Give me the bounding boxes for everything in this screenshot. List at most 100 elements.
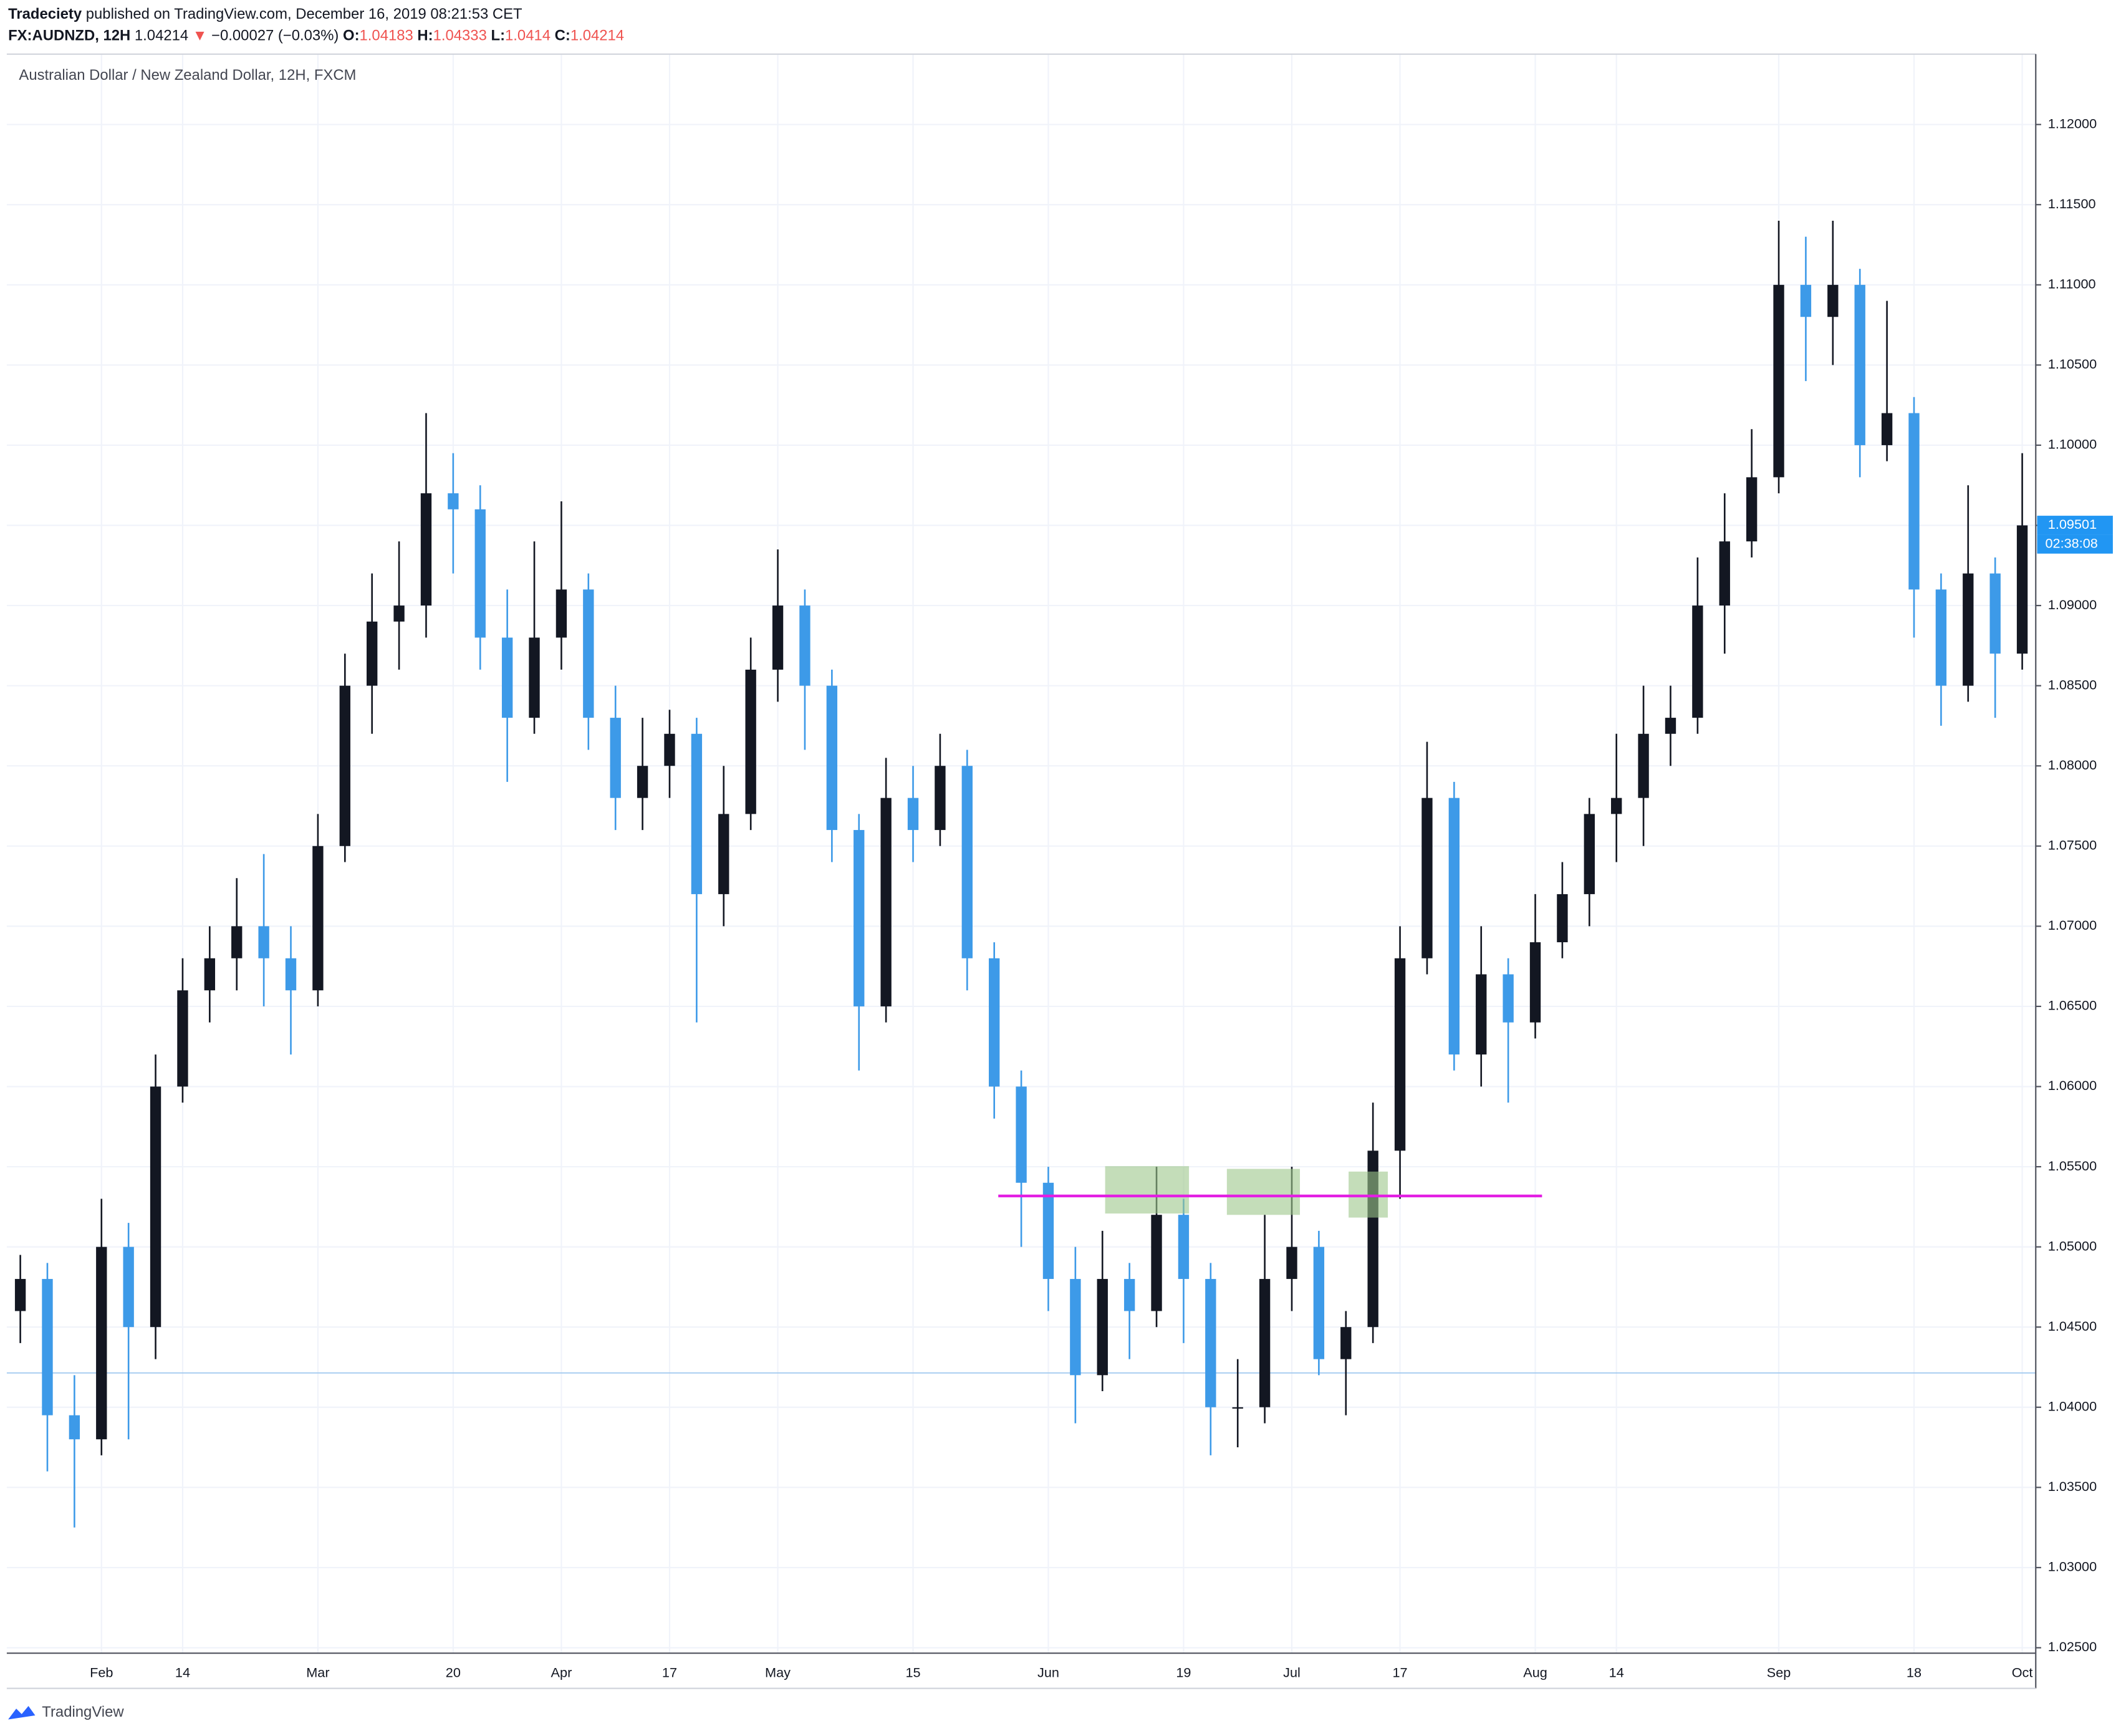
candle-body: [258, 926, 269, 958]
candle-body: [1070, 1279, 1081, 1376]
candle-body: [204, 958, 216, 991]
x-tick-label: 17: [1393, 1665, 1408, 1681]
candle-body: [1800, 284, 1812, 317]
candle-body: [1313, 1247, 1325, 1359]
candle-body: [1151, 1215, 1162, 1311]
candle-body: [1476, 974, 1487, 1055]
candle-body: [1854, 284, 1865, 445]
y-tick-label: 1.03000: [2048, 1559, 2097, 1574]
y-tick-label: 1.04500: [2048, 1318, 2097, 1334]
arrow: ▼: [193, 27, 208, 44]
candle-body: [2016, 525, 2028, 654]
candle-body: [1529, 942, 1541, 1023]
candle-body: [1421, 798, 1433, 958]
candle-body: [177, 990, 188, 1087]
candle-body: [718, 814, 729, 894]
candle-body: [1557, 894, 1568, 943]
y-tick-label: 1.12000: [2048, 115, 2097, 131]
candle-body: [1989, 573, 2001, 654]
candle-body: [664, 733, 675, 766]
x-tick-label: 18: [1907, 1665, 1921, 1681]
candle-body: [69, 1415, 80, 1440]
publish-line: Tradeciety published on TradingView.com,…: [8, 6, 522, 22]
published: published on TradingView.com, December 1…: [86, 6, 522, 22]
candle-body: [1097, 1279, 1108, 1376]
x-tick-label: Oct: [2012, 1665, 2033, 1681]
candle-body: [339, 685, 350, 846]
high: 1.04333: [433, 27, 487, 44]
open: 1.04183: [360, 27, 413, 44]
candle-body: [880, 798, 892, 1006]
candle-body: [123, 1247, 134, 1328]
x-tick-label: 14: [175, 1665, 190, 1681]
candle-body: [1123, 1279, 1135, 1311]
x-tick-label: Jun: [1037, 1665, 1059, 1681]
candle-body: [1394, 958, 1406, 1151]
x-tick-label: 15: [905, 1665, 920, 1681]
candle-body: [556, 589, 567, 638]
h-label: H:: [417, 27, 433, 44]
low: 1.0414: [505, 27, 551, 44]
candle-body: [1719, 541, 1730, 606]
zone-box: [1105, 1166, 1190, 1214]
price-tag-label: 1.09501: [2048, 516, 2097, 532]
candle-body: [583, 589, 594, 718]
candle-body: [691, 733, 703, 894]
candle-body: [772, 605, 784, 670]
candle-body: [231, 926, 243, 958]
candle-body: [989, 958, 1000, 1087]
candle-body: [854, 830, 865, 1006]
candle-body: [907, 798, 919, 831]
x-tick-label: 20: [446, 1665, 461, 1681]
o-label: O:: [343, 27, 360, 44]
candle-body: [1963, 573, 1974, 686]
x-tick-label: 14: [1609, 1665, 1624, 1681]
y-tick-label: 1.07000: [2048, 917, 2097, 933]
candle-body: [1503, 974, 1514, 1023]
countdown-label: 02:38:08: [2045, 535, 2097, 551]
candle-body: [799, 605, 810, 686]
candle-body: [1746, 477, 1758, 542]
y-tick-label: 1.10500: [2048, 356, 2097, 372]
candle-body: [1448, 798, 1460, 1055]
x-tick-label: 19: [1176, 1665, 1191, 1681]
change: −0.00027 (−0.03%): [211, 27, 339, 44]
candle-body: [1638, 733, 1649, 798]
candle-body: [1827, 284, 1839, 317]
x-tick-label: May: [765, 1665, 791, 1681]
candle-body: [745, 669, 756, 814]
candle-body: [637, 766, 648, 798]
candle-body: [1665, 718, 1676, 734]
y-tick-label: 1.10000: [2048, 436, 2097, 452]
c-label: C:: [555, 27, 570, 44]
y-tick-label: 1.11000: [2048, 276, 2096, 292]
y-tick-label: 1.05000: [2048, 1238, 2097, 1253]
candle-body: [1042, 1182, 1054, 1280]
candle-body: [826, 685, 838, 831]
y-tick-label: 1.09000: [2048, 597, 2097, 612]
logo-icon: [8, 1705, 36, 1720]
brand: TradingView: [42, 1704, 124, 1720]
candle-body: [935, 766, 946, 831]
candle-body: [961, 766, 973, 958]
countdown-tag: [2037, 534, 2113, 554]
y-tick-label: 1.04000: [2048, 1399, 2097, 1414]
symbol: FX:AUDNZD, 12H: [8, 27, 130, 44]
candle-body: [285, 958, 297, 991]
publisher: Tradeciety: [8, 6, 82, 22]
logo: [8, 1705, 36, 1720]
ohlc-line: FX:AUDNZD, 12H 1.04214 ▼ −0.00027 (−0.03…: [8, 27, 624, 44]
candle-body: [1340, 1327, 1352, 1359]
candle-body: [1259, 1279, 1271, 1407]
candle-body: [393, 605, 405, 622]
candle-body: [501, 637, 513, 718]
x-tick-label: Mar: [306, 1665, 329, 1681]
x-tick-label: 17: [662, 1665, 677, 1681]
candle-body: [1232, 1407, 1243, 1409]
candle-body: [1178, 1215, 1190, 1280]
x-tick-label: Jul: [1283, 1665, 1301, 1681]
y-tick-label: 1.11500: [2048, 196, 2096, 211]
close: 1.04214: [570, 27, 624, 44]
y-tick-label: 1.07500: [2048, 837, 2097, 853]
candle-body: [312, 846, 324, 991]
